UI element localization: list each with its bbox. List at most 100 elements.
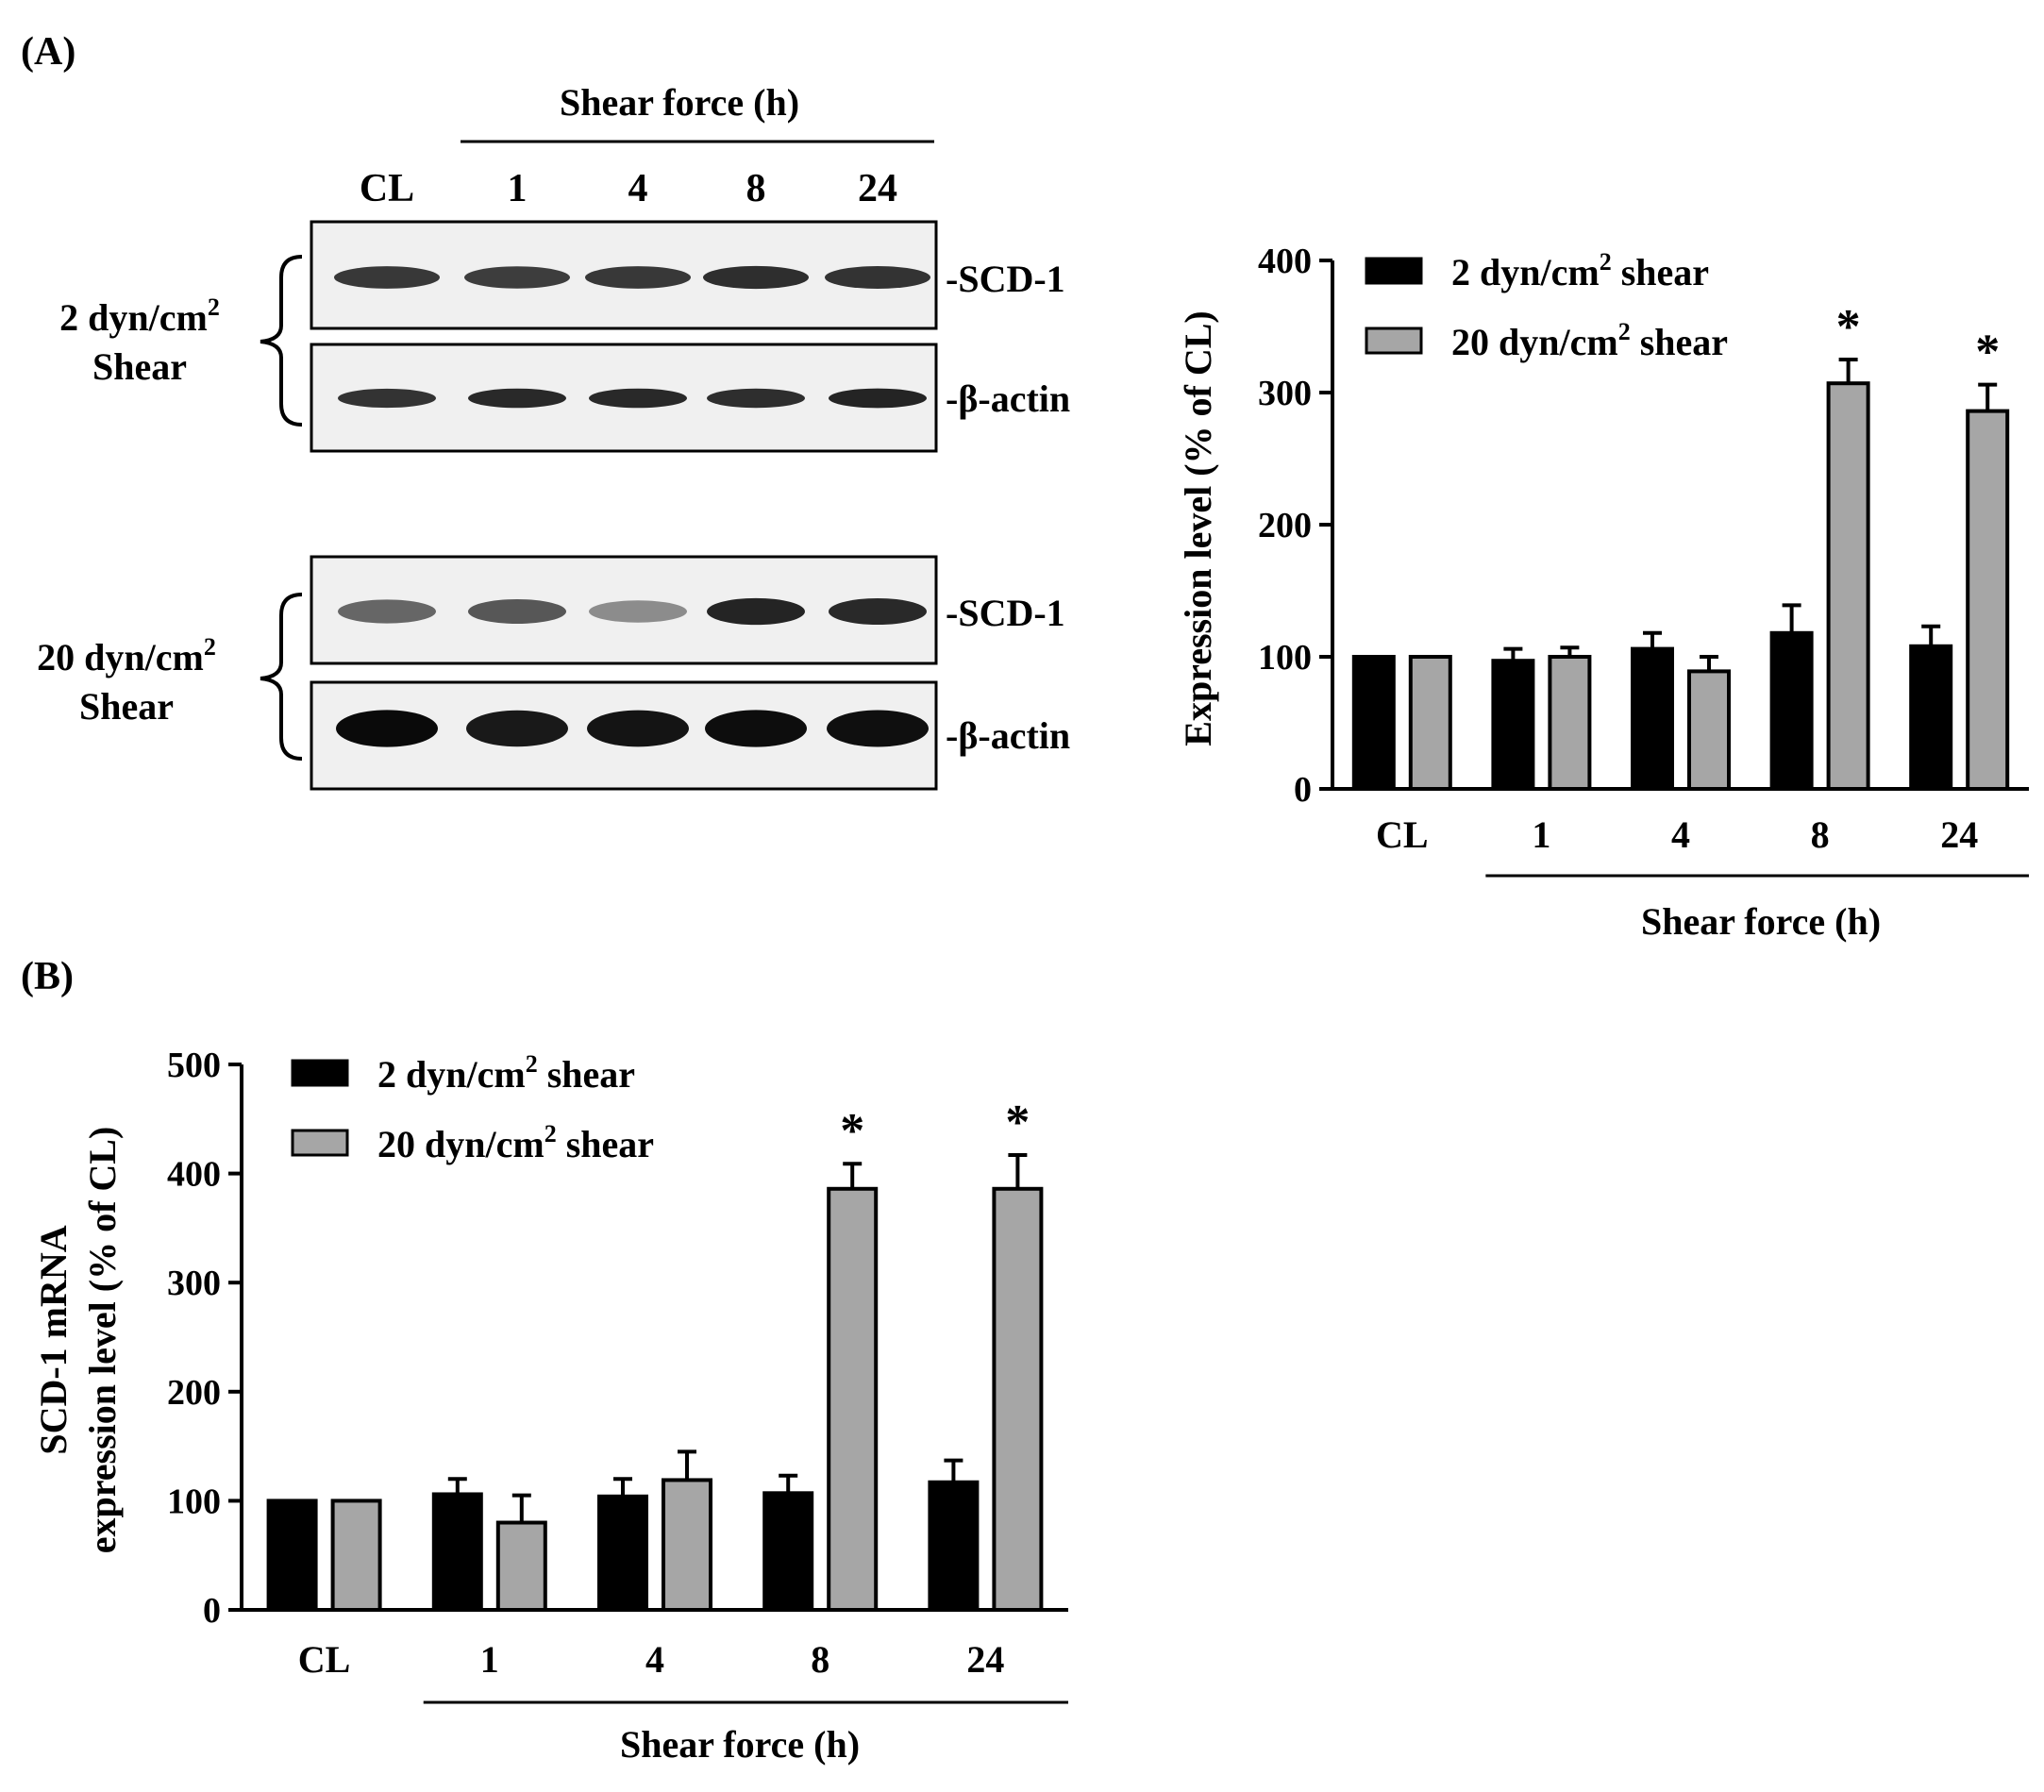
x-axis-label: Shear force (h) [620,1723,860,1766]
x-tick-label: 8 [811,1638,829,1681]
bar [431,1492,483,1612]
y-axis-label-line1: SCD-1 mRNA [32,1225,75,1454]
significance-marker: * [1005,1096,1030,1149]
legend-swatch [291,1129,349,1157]
bar [330,1499,382,1613]
bar [597,1494,648,1612]
brace [260,255,303,427]
legend-label: 20 dyn/cm2 shear [377,1120,654,1165]
y-axis-label: Expression level (% of CL) [1177,310,1219,745]
band-label-scd1: -SCD-1 [946,258,1065,300]
blot-band [334,266,440,289]
lane-label-4: 4 [628,167,648,210]
y-tick-label: 500 [167,1046,221,1085]
x-tick-label: 24 [966,1638,1004,1681]
y-tick-label: 400 [167,1155,221,1195]
blot-band [466,710,568,747]
bar [928,1480,980,1613]
blot-group-label-line2: Shear [79,685,174,728]
significance-marker: * [1836,300,1861,354]
bar [1966,409,2010,791]
bar [1351,655,1396,791]
blot-group-20dyn: 20 dyn/cm2 Shear -SCD-1 -β-actin [37,555,1070,791]
blot-band [589,388,687,409]
blot-band [468,599,566,624]
blot-group-2dyn: 2 dyn/cm2 Shear -SCD-1 -β-actin [59,220,1070,453]
lane-label-cl: CL [360,167,414,210]
lane-label-8: 8 [746,167,766,210]
blot-band [703,265,809,290]
x-tick-label: 1 [1532,813,1550,856]
y-tick-label: 100 [1258,638,1312,678]
legend-label: 20 dyn/cm2 shear [1451,318,1728,363]
blot-band [705,710,807,747]
blot-band [829,388,927,409]
x-tick-label: 1 [480,1638,499,1681]
bar [495,1520,547,1613]
legend-label: 2 dyn/cm2 shear [377,1050,635,1096]
bar [662,1478,712,1613]
x-tick-label: 24 [1940,813,1978,856]
y-axis-label-line2: expression level (% of CL) [81,1127,124,1554]
bar [1909,644,1953,791]
lane-label-1: 1 [508,167,528,210]
y-tick-label: 400 [1258,242,1312,281]
x-tick-label: 4 [645,1638,664,1681]
y-tick-label: 300 [167,1264,221,1303]
bar [266,1499,318,1613]
y-tick-label: 100 [167,1482,221,1521]
blot-band [707,388,805,409]
y-tick-label: 200 [167,1373,221,1413]
blot-group-label: 2 dyn/cm2 [59,293,220,339]
bar [1826,381,1870,791]
bar [1408,655,1452,791]
significance-marker: * [840,1104,864,1158]
blot-group-label-line2: Shear [92,345,187,388]
blot-band [585,266,691,289]
blot-band [707,597,805,626]
y-tick-label: 200 [1258,506,1312,545]
x-tick-label: 4 [1671,813,1690,856]
blot-band [338,388,436,409]
x-tick-label: 8 [1811,813,1830,856]
x-tick-label: CL [298,1638,351,1681]
legend-swatch [1365,327,1423,355]
legend-swatch [291,1059,349,1087]
bar [1548,655,1592,791]
blot-band [589,600,687,623]
brace [260,593,303,761]
bar [1687,669,1731,792]
legend-swatch [1365,257,1423,285]
blot-group-label: 20 dyn/cm2 [37,633,216,678]
bar [992,1186,1044,1613]
bar [1491,659,1535,792]
blot-header: Shear force (h) [560,81,799,124]
y-tick-label: 0 [1294,770,1312,810]
band-label-actin: -β-actin [946,714,1070,757]
blot-band [468,388,566,409]
x-tick-label: CL [1376,813,1429,856]
lane-label-24: 24 [858,167,897,210]
x-axis-label: Shear force (h) [1641,900,1881,943]
bar [1769,630,1814,791]
western-blot: Shear force (h) CL 1 4 8 24 2 dyn/cm2 Sh… [37,81,1070,791]
chart-a: 0 100 200 300 400 CL 1 4 8 24 * * 2 dyn/cm2 shear 2… [1177,242,2029,943]
y-tick-label: 0 [203,1591,221,1631]
panel-label-b: (B) [21,955,74,998]
blot-band [827,710,929,747]
bar [1631,646,1674,791]
blot-band [338,599,436,624]
legend-label: 2 dyn/cm2 shear [1451,248,1709,293]
blot-band [587,710,689,747]
panel-label-a: (A) [21,30,75,74]
band-label-scd1: -SCD-1 [946,592,1065,634]
y-tick-label: 300 [1258,374,1312,413]
band-label-actin: -β-actin [946,377,1070,420]
significance-marker: * [1975,326,2000,379]
blot-band [336,710,438,747]
blot-band [825,266,930,289]
bar [827,1186,879,1613]
bar [762,1491,814,1612]
chart-b: 0 100 200 300 400 500 CL 1 4 8 24 * * 2 dyn/cm2 she… [32,1046,1068,1766]
